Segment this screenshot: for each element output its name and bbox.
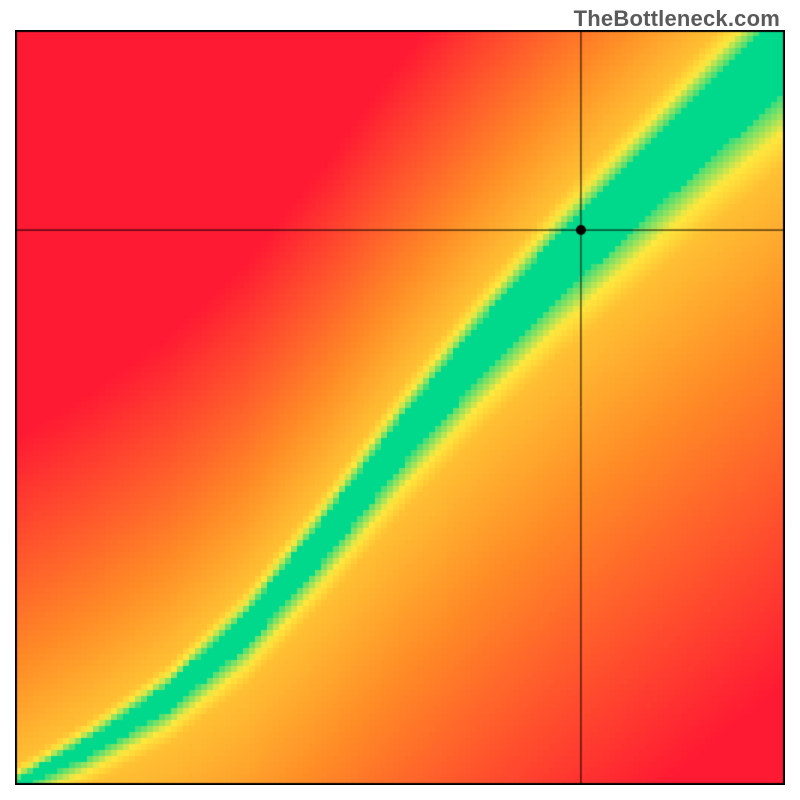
watermark-text: TheBottleneck.com bbox=[574, 6, 780, 32]
chart-container: TheBottleneck.com bbox=[0, 0, 800, 800]
bottleneck-heatmap bbox=[15, 30, 785, 785]
